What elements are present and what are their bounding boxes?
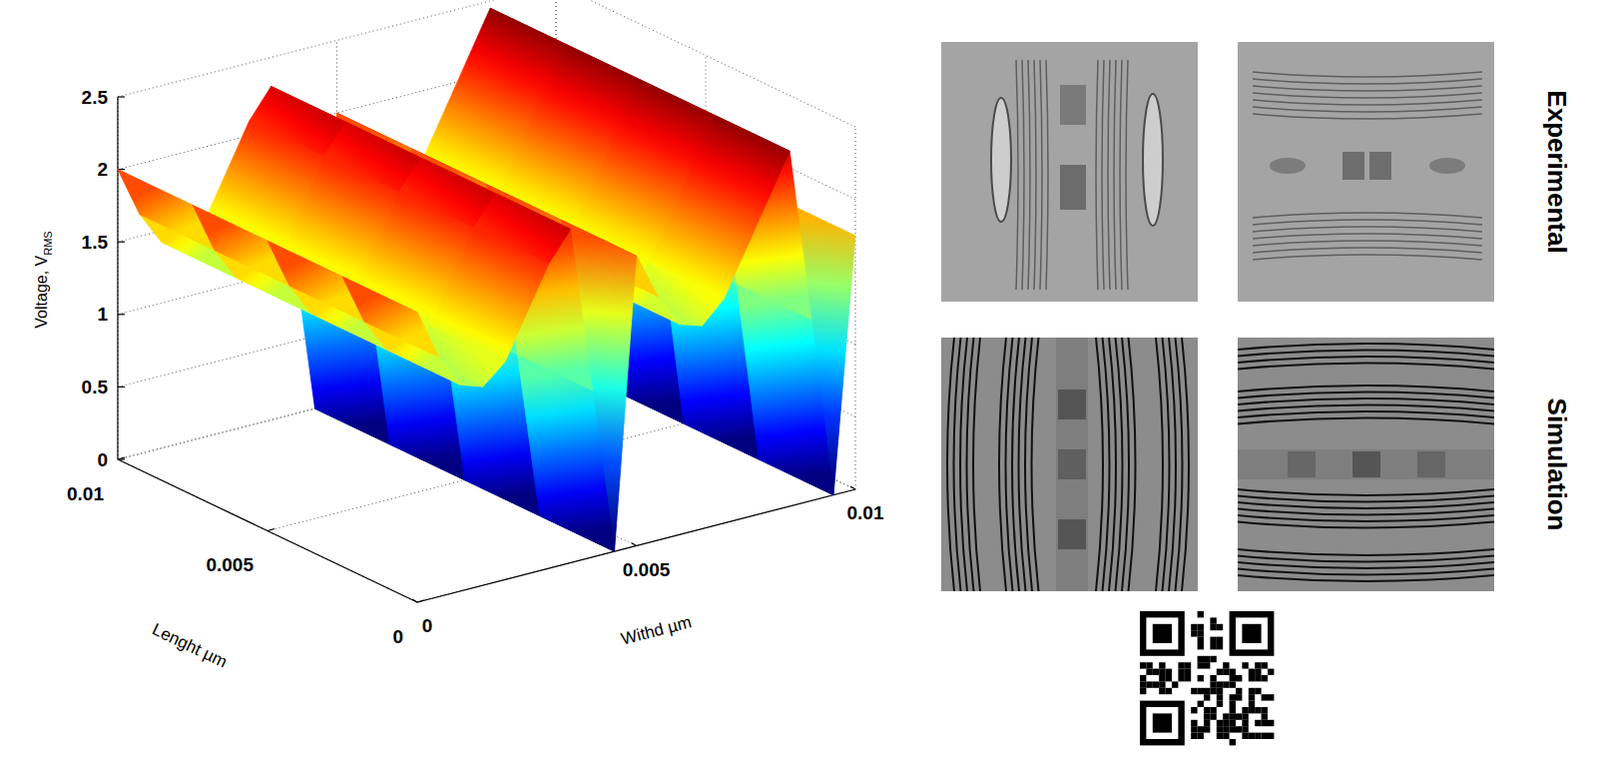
svg-text:0: 0 [96,449,108,471]
svg-text:0: 0 [392,625,404,647]
svg-text:Withd µm: Withd µm [618,611,694,648]
svg-text:1.5: 1.5 [81,231,109,253]
svg-text:2.5: 2.5 [81,86,109,108]
svg-text:0.01: 0.01 [66,483,104,505]
svg-text:0: 0 [422,614,434,636]
svg-text:RMS: RMS [41,230,54,255]
svg-text:2: 2 [96,158,108,180]
svg-text:Voltage, V: Voltage, V [32,254,50,328]
svg-text:0.01: 0.01 [847,502,885,524]
svg-text:0.005: 0.005 [622,558,671,580]
svg-text:Experimental: Experimental [1542,89,1573,253]
svg-text:0.005: 0.005 [205,553,254,575]
svg-text:1: 1 [96,303,108,325]
svg-text:Lenght µm: Lenght µm [148,619,230,672]
svg-text:0.5: 0.5 [81,376,109,398]
svg-text:Simulation: Simulation [1542,398,1573,532]
